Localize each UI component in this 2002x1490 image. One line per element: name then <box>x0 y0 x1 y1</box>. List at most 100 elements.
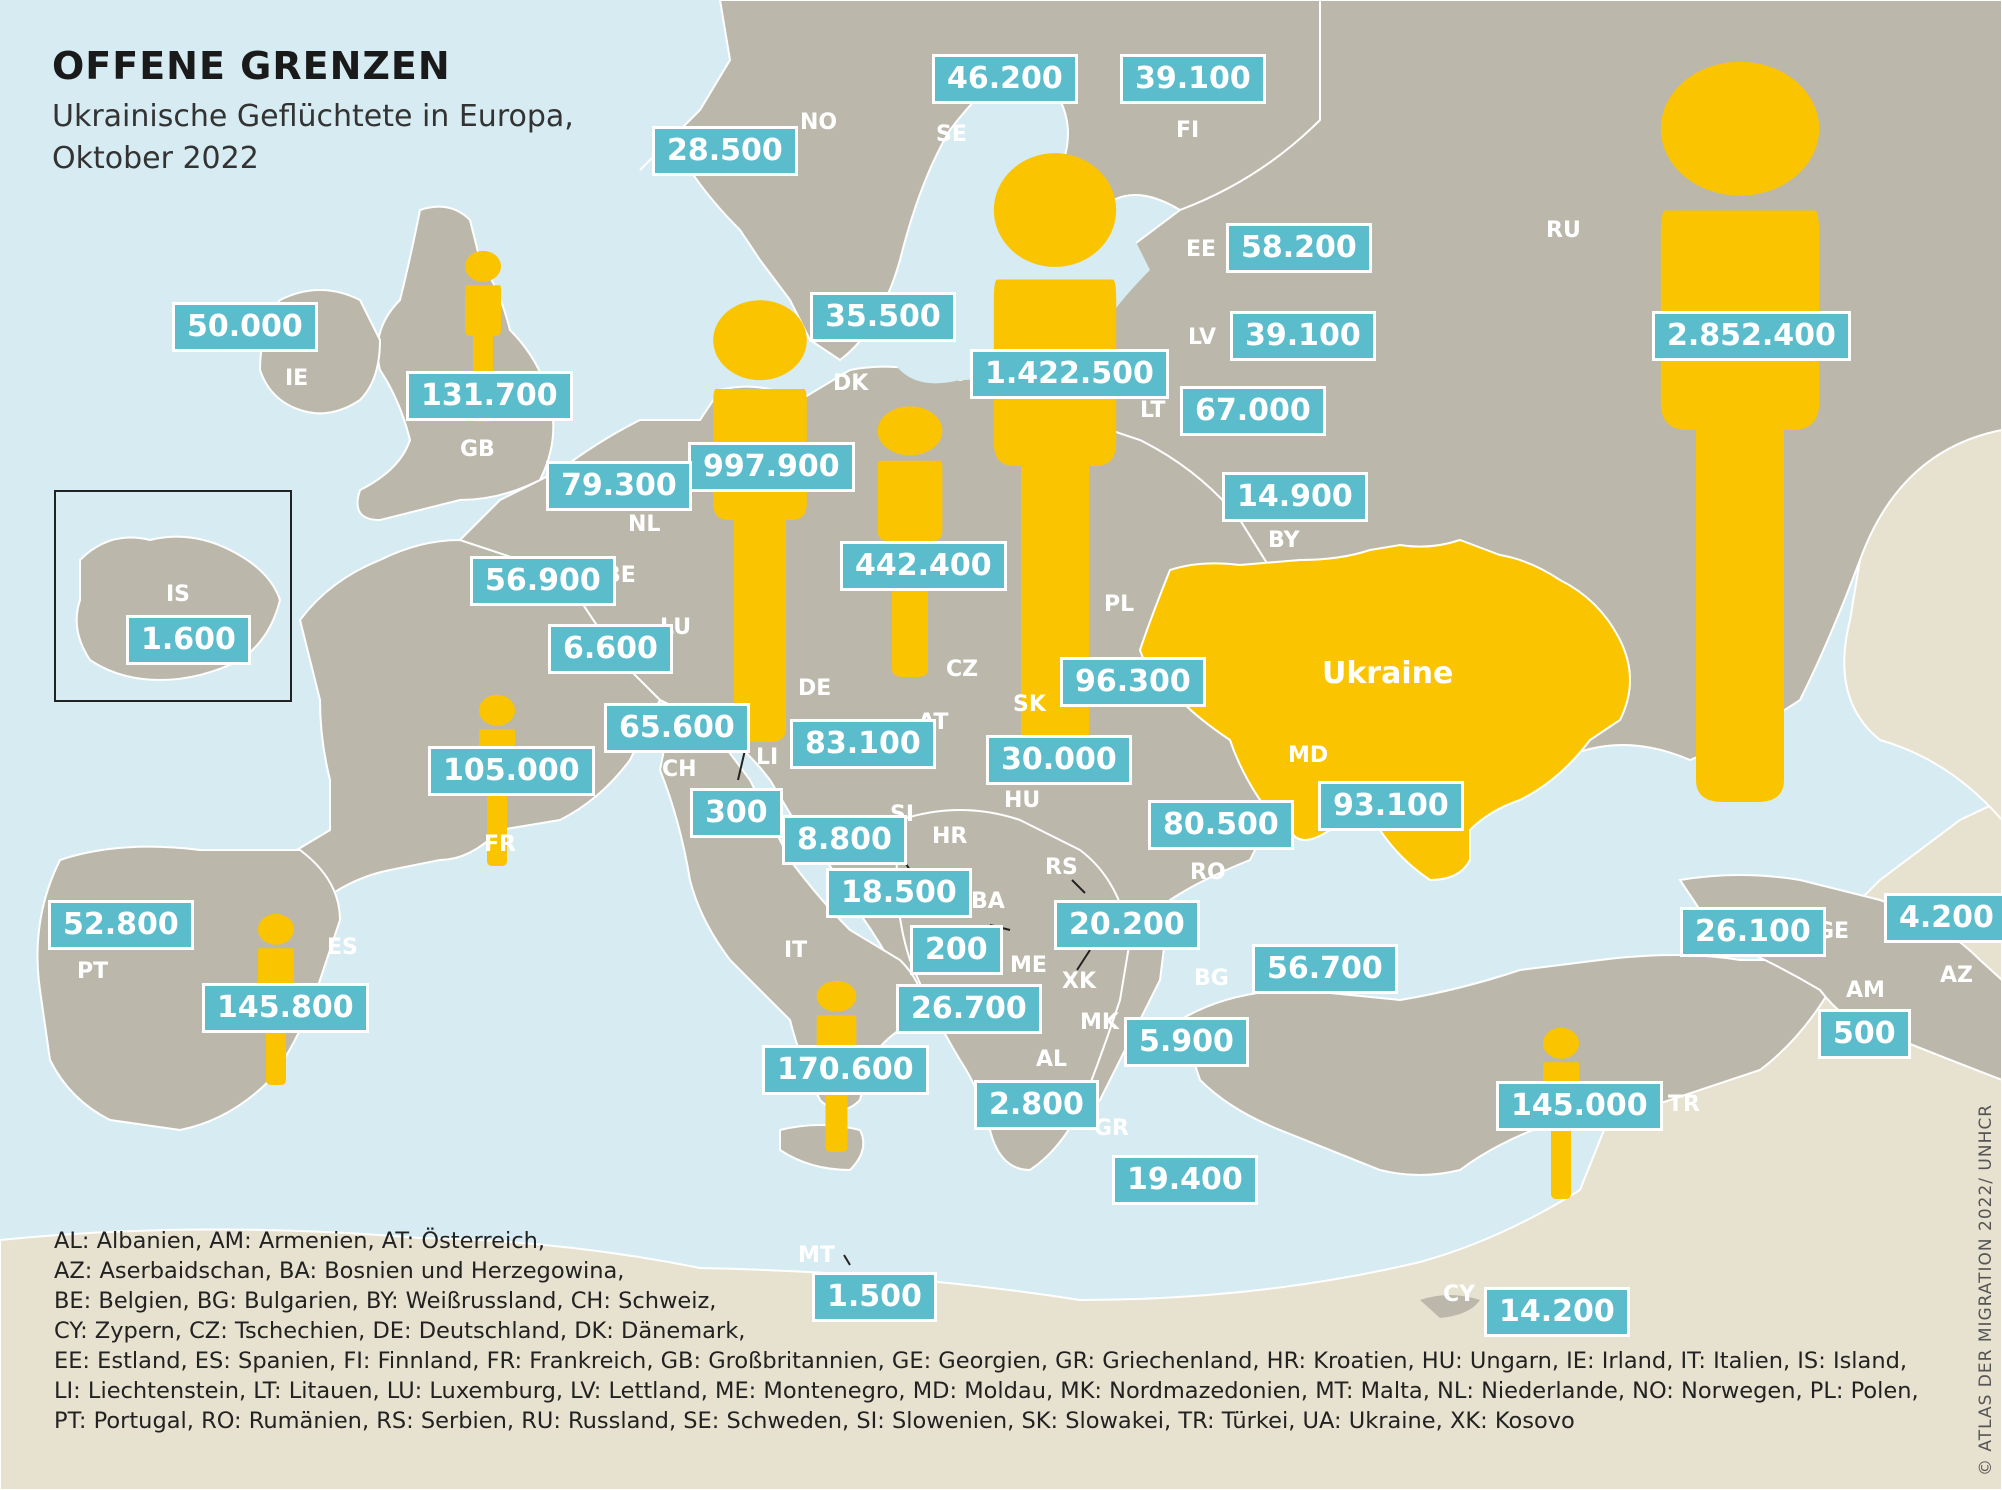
value-box-hu: 30.000 <box>986 735 1132 785</box>
value-box-at: 83.100 <box>790 719 936 769</box>
code-lt: LT <box>1140 398 1166 423</box>
code-rs: RS <box>1045 855 1078 880</box>
value-box-cz: 442.400 <box>840 541 1007 591</box>
code-li: LI <box>756 745 779 770</box>
value-box-ru: 2.852.400 <box>1652 311 1851 361</box>
code-ee: EE <box>1186 237 1217 262</box>
code-ba: BA <box>971 889 1005 914</box>
land-turkey <box>1178 954 1832 1176</box>
value-box-al: 2.800 <box>974 1080 1099 1130</box>
value-box-se: 46.200 <box>932 54 1078 104</box>
code-tr: TR <box>1668 1092 1700 1117</box>
code-me: ME <box>1010 953 1047 978</box>
value-box-mt: 1.500 <box>812 1272 937 1322</box>
value-box-az: 4.200 <box>1884 893 2002 943</box>
code-bg: BG <box>1194 966 1229 991</box>
value-box-mk: 5.900 <box>1124 1017 1249 1067</box>
code-ie: IE <box>285 366 309 391</box>
code-al: AL <box>1036 1047 1068 1072</box>
code-hr: HR <box>932 824 968 849</box>
value-box-tr: 145.000 <box>1496 1081 1663 1131</box>
value-box-md: 93.100 <box>1318 781 1464 831</box>
code-es: ES <box>327 935 358 960</box>
value-box-lv: 39.100 <box>1230 311 1376 361</box>
code-am: AM <box>1846 978 1885 1003</box>
legend-line: EE: Estland, ES: Spanien, FI: Finnland, … <box>54 1348 1908 1374</box>
code-de: DE <box>798 676 832 701</box>
country-code-legend: AL: Albanien, AM: Armenien, AT: Österrei… <box>54 1226 1934 1436</box>
value-box-pl: 1.422.500 <box>970 349 1169 399</box>
code-dk: DK <box>833 371 869 396</box>
code-mt: MT <box>798 1243 835 1268</box>
code-mk: MK <box>1080 1010 1119 1035</box>
code-cy: CY <box>1443 1282 1476 1307</box>
code-cz: CZ <box>946 657 979 682</box>
value-box-pt: 52.800 <box>48 900 194 950</box>
code-fi: FI <box>1176 118 1200 143</box>
value-box-de: 997.900 <box>688 442 855 492</box>
subtitle-line-2: Oktober 2022 <box>52 141 259 176</box>
code-se: SE <box>936 122 967 147</box>
land-sicily <box>779 1124 865 1172</box>
code-no: NO <box>800 110 838 135</box>
code-pl: PL <box>1104 592 1135 617</box>
value-box-lu: 6.600 <box>548 624 673 674</box>
value-box-dk: 35.500 <box>810 292 956 342</box>
value-box-si: 8.800 <box>782 815 907 865</box>
code-md: MD <box>1288 743 1329 768</box>
value-box-me: 26.700 <box>896 984 1042 1034</box>
value-box-hr: 18.500 <box>826 868 972 918</box>
legend-line: BE: Belgien, BG: Bulgarien, BY: Weißruss… <box>54 1288 717 1314</box>
value-box-am: 500 <box>1818 1009 1911 1059</box>
ukraine-label: Ukraine <box>1322 656 1454 691</box>
land-great-britain <box>356 205 555 522</box>
code-lv: LV <box>1188 325 1217 350</box>
iceland-inset-frame <box>54 490 292 702</box>
legend-line: LI: Liechtenstein, LT: Litauen, LU: Luxe… <box>54 1378 1919 1404</box>
land-cyprus <box>1420 1295 1480 1318</box>
legend-line: AZ: Aserbaidschan, BA: Bosnien und Herze… <box>54 1258 625 1284</box>
value-box-be: 56.900 <box>470 556 616 606</box>
code-az: AZ <box>1940 963 1973 988</box>
value-box-is: 1.600 <box>126 615 251 665</box>
value-box-no: 28.500 <box>652 126 798 176</box>
value-box-ba: 200 <box>910 925 1003 975</box>
source-credit: © ATLAS DER MIGRATION 2022/ UNHCR <box>1976 1103 1996 1476</box>
value-box-rs: 20.200 <box>1054 900 1200 950</box>
code-by: BY <box>1268 528 1300 553</box>
value-box-gr: 19.400 <box>1112 1155 1258 1205</box>
value-box-fi: 39.100 <box>1120 54 1266 104</box>
ukraine-shape <box>1138 538 1631 882</box>
subtitle-line-1: Ukrainische Geflüchtete in Europa, <box>52 99 574 134</box>
code-gr: GR <box>1094 1116 1129 1141</box>
legend-line: CY: Zypern, CZ: Tschechien, DE: Deutschl… <box>54 1318 746 1344</box>
legend-line: PT: Portugal, RO: Rumänien, RS: Serbien,… <box>54 1408 1575 1434</box>
value-box-li: 300 <box>690 788 783 838</box>
code-is: IS <box>166 582 191 607</box>
code-it: IT <box>784 938 808 963</box>
value-box-nl: 79.300 <box>546 461 692 511</box>
code-gb: GB <box>460 437 495 462</box>
value-box-es: 145.800 <box>202 983 369 1033</box>
value-box-by: 14.900 <box>1222 472 1368 522</box>
code-ro: RO <box>1190 860 1226 885</box>
value-box-ie: 50.000 <box>172 302 318 352</box>
code-fr: FR <box>484 832 516 857</box>
map-title: OFFENE GRENZEN <box>52 44 451 88</box>
value-box-lt: 67.000 <box>1180 386 1326 436</box>
code-sk: SK <box>1013 692 1046 717</box>
code-hu: HU <box>1004 788 1041 813</box>
value-box-ee: 58.200 <box>1226 223 1372 273</box>
code-xk: XK <box>1062 969 1097 994</box>
value-box-ro: 80.500 <box>1148 800 1294 850</box>
code-ch: CH <box>662 757 697 782</box>
value-box-it: 170.600 <box>762 1045 929 1095</box>
code-nl: NL <box>628 512 661 537</box>
code-pt: PT <box>77 959 109 984</box>
value-box-ch: 65.600 <box>604 703 750 753</box>
value-box-bg: 56.700 <box>1252 944 1398 994</box>
value-box-fr: 105.000 <box>428 746 595 796</box>
value-box-sk: 96.300 <box>1060 657 1206 707</box>
value-box-gb: 131.700 <box>406 371 573 421</box>
black-sea <box>1310 836 1672 965</box>
